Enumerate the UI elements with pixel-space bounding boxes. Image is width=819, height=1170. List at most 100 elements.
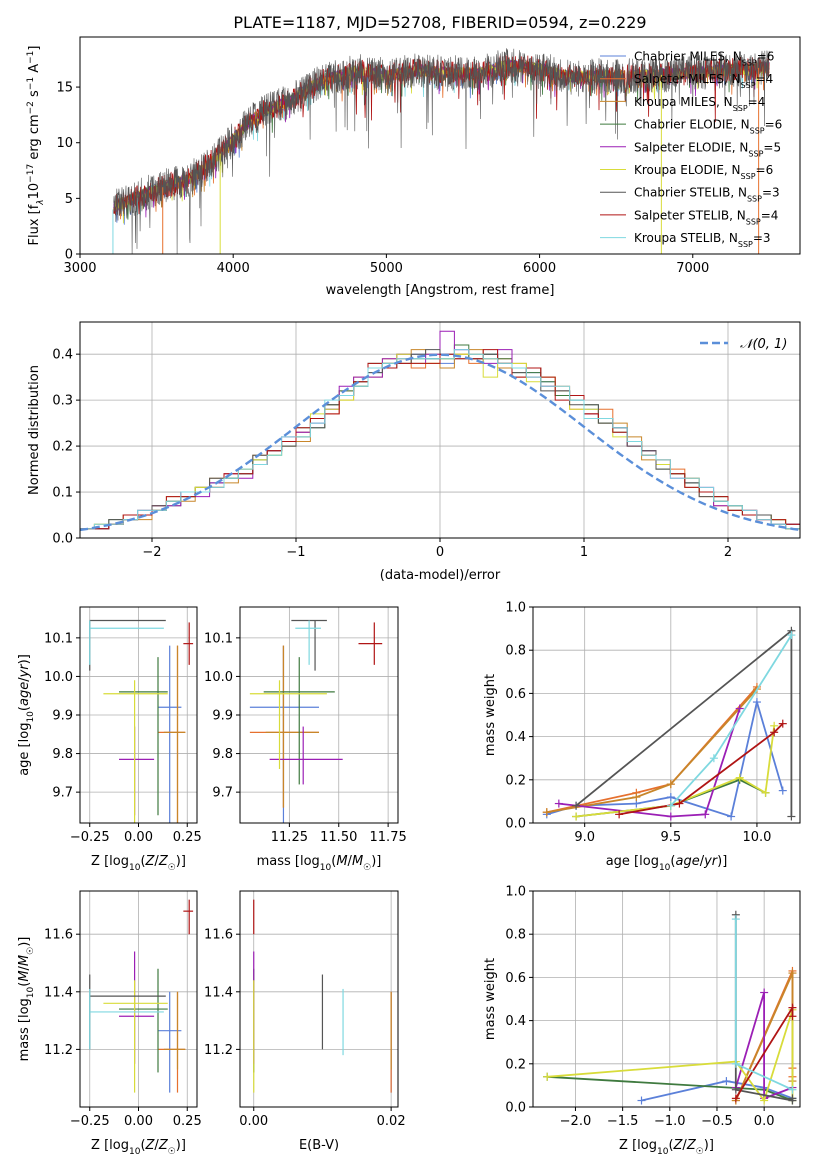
label-part: 10 bbox=[657, 1147, 669, 1157]
x-axis-label: (data-model)/error bbox=[380, 568, 501, 583]
y-tick-label: 10 bbox=[56, 136, 73, 151]
label-part: 10 bbox=[659, 863, 671, 873]
y-tick-label: 11.2 bbox=[204, 1043, 233, 1058]
legend-name: Chabrier MILES, N bbox=[634, 50, 742, 64]
axes-frame bbox=[532, 890, 801, 1108]
label-part: mass [log bbox=[257, 854, 320, 869]
label-part: λ bbox=[36, 199, 46, 205]
legend-count: =6 bbox=[765, 118, 783, 132]
y-tick-label: 10.1 bbox=[204, 631, 233, 646]
x-tick-label: 11.25 bbox=[271, 830, 308, 845]
weight-line-salpeter-stelib bbox=[731, 1003, 797, 1103]
y-tick-label: 5 bbox=[65, 192, 73, 207]
plot-area bbox=[89, 619, 194, 823]
y-tick-label: 11.4 bbox=[44, 985, 73, 1000]
label-part: ( bbox=[140, 854, 145, 869]
figure-title: PLATE=1187, MJD=52708, FIBERID=0594, z=0… bbox=[233, 13, 646, 32]
label-part: / bbox=[17, 965, 32, 970]
weight-path bbox=[734, 992, 793, 1100]
y-tick-label: 11.6 bbox=[204, 928, 233, 943]
mass-weight-vs-metallicity-panel: −2.0 −1.5 −1.0 −0.5 0.0 0.0 0.2 0.4 0.6 0.8 1.0 Z [… bbox=[483, 885, 801, 1157]
x-tick-label: 0.25 bbox=[173, 1114, 202, 1129]
label-part: ☉ bbox=[26, 947, 36, 955]
x-tick-label: 4000 bbox=[217, 261, 250, 276]
label-part: )] bbox=[717, 854, 727, 869]
errorbar-kroupa-stelib bbox=[89, 620, 164, 665]
x-tick-label: −0.5 bbox=[701, 1114, 733, 1129]
y-tick-label: 9.9 bbox=[52, 709, 73, 724]
x-tick-label: 9.5 bbox=[660, 830, 681, 845]
y-axis-label: mass weight bbox=[483, 958, 498, 1040]
label-part: 10 bbox=[26, 986, 36, 998]
label-part: / bbox=[17, 677, 32, 682]
label-part: ☉ bbox=[696, 1147, 704, 1157]
y-tick-label: 0.6 bbox=[505, 687, 526, 702]
label-part: ( bbox=[331, 854, 336, 869]
legend-count: =4 bbox=[756, 72, 774, 86]
y-tick-label: 9.7 bbox=[52, 786, 73, 801]
label-part: 10 bbox=[129, 1147, 141, 1157]
label-part: ] bbox=[27, 46, 42, 51]
plot-area bbox=[80, 330, 800, 532]
plot-area bbox=[543, 910, 797, 1105]
legend-entry-chabrier-elodie: Chabrier ELODIE, NSSP=6 bbox=[634, 118, 782, 136]
weight-path bbox=[546, 698, 784, 818]
errorbar-chabrier-elodie bbox=[119, 968, 168, 1073]
label-part: M bbox=[17, 955, 32, 966]
age-vs-mass-panel: 11.25 11.50 11.75 9.7 9.8 9.9 10.0 10.1 mass [lo… bbox=[204, 606, 407, 873]
weight-line-salpeter-miles bbox=[542, 682, 761, 817]
label-part: ( bbox=[17, 982, 32, 987]
label-part: ☉ bbox=[168, 1147, 176, 1157]
y-axis-label: Normed distribution bbox=[27, 365, 42, 495]
label-part: 10 bbox=[320, 863, 332, 873]
y-tick-label: 0.8 bbox=[505, 928, 526, 943]
legend-name: Chabrier ELODIE, N bbox=[634, 118, 750, 132]
y-tick-label: 0.3 bbox=[52, 394, 73, 409]
label-part: Z bbox=[158, 1138, 169, 1153]
plot-area bbox=[542, 626, 796, 821]
plot-area bbox=[249, 619, 383, 823]
label-part: Z [log bbox=[91, 854, 129, 869]
y-axis-label: mass [log10(M/M☉)] bbox=[17, 937, 36, 1062]
label-part: −1 bbox=[26, 51, 36, 64]
x-tick-label: 0.00 bbox=[124, 1114, 153, 1129]
y-tick-label: 10.0 bbox=[204, 670, 233, 685]
x-axis-label: wavelength [Angstrom, rest frame] bbox=[326, 283, 555, 298]
label-part: )] bbox=[176, 1138, 186, 1153]
errorbar-salpeter-miles bbox=[249, 645, 319, 808]
x-tick-label: 11.75 bbox=[370, 830, 407, 845]
y-tick-label: 0.0 bbox=[505, 1101, 526, 1116]
weight-path bbox=[546, 688, 758, 814]
y-tick-label: 1.0 bbox=[505, 885, 526, 900]
label-part: A bbox=[27, 64, 42, 77]
label-part: )] bbox=[704, 1138, 714, 1153]
label-part: M bbox=[17, 970, 32, 981]
y-tick-label: 0.2 bbox=[505, 1057, 526, 1072]
weight-path bbox=[558, 708, 741, 818]
weight-line-kroupa-stelib bbox=[731, 915, 797, 1094]
x-tick-label: −1.0 bbox=[654, 1114, 686, 1129]
legend-name: Kroupa ELODIE, N bbox=[634, 163, 741, 177]
x-axis-label: Z [log10(Z/Z☉)] bbox=[91, 854, 186, 873]
legend-entry-chabrier-stelib: Chabrier STELIB, NSSP=3 bbox=[634, 186, 780, 204]
errorbar-salpeter-elodie bbox=[119, 951, 155, 1064]
label-part: / bbox=[682, 1138, 687, 1153]
y-tick-label: 0.1 bbox=[52, 486, 73, 501]
errorbar-chabrier-elodie bbox=[263, 657, 335, 785]
legend-count: =3 bbox=[753, 231, 771, 245]
errorbar-kroupa-stelib bbox=[295, 620, 321, 665]
legend-subscript: SSP bbox=[741, 81, 756, 90]
legend-entry-kroupa-miles: Kroupa MILES, NSSP=4 bbox=[634, 95, 765, 113]
legend-subscript: SSP bbox=[746, 217, 761, 226]
label-part: ( bbox=[140, 1138, 145, 1153]
legend-entry-normal: 𝒩(0, 1) bbox=[740, 337, 787, 352]
y-axis-label: Flux [fλ10−17 erg cm−2 s−1 A−1] bbox=[26, 46, 46, 246]
x-tick-label: 6000 bbox=[523, 261, 556, 276]
y-axis-label: mass weight bbox=[483, 674, 498, 756]
errorbar-kroupa-stelib bbox=[89, 988, 164, 1050]
legend-subscript: SSP bbox=[747, 194, 762, 203]
errorbar-salpeter-stelib bbox=[358, 622, 383, 665]
label-part: Z [log bbox=[91, 1138, 129, 1153]
y-tick-label: 0.4 bbox=[505, 1014, 526, 1029]
